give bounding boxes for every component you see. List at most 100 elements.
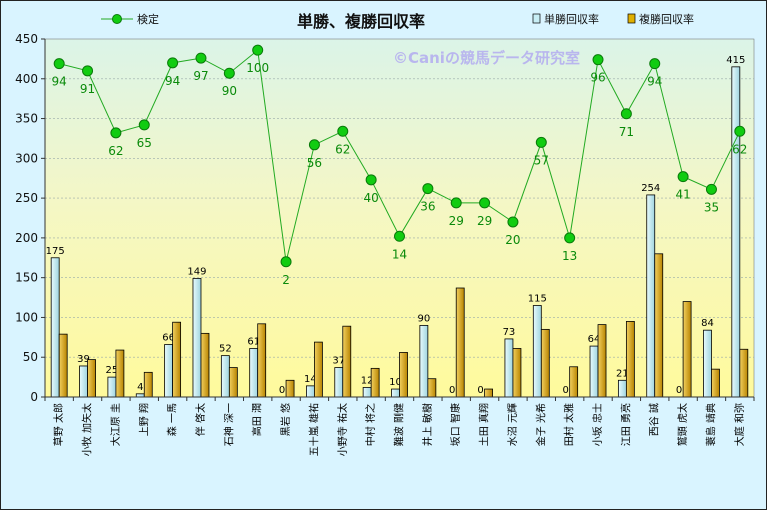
kentei-value-label: 62 (335, 142, 350, 156)
tansho-value-label: 21 (616, 368, 629, 379)
kentei-point (677, 171, 689, 183)
kentei-value-label: 91 (80, 82, 95, 96)
tansho-bar (646, 194, 656, 398)
kentei-value-label: 2 (282, 273, 290, 287)
tansho-value-label: 4 (137, 382, 143, 393)
fukusho-bar (58, 333, 68, 398)
tansho-value-label: 66 (162, 332, 175, 343)
kentei-point (223, 67, 235, 79)
tansho-value-label: 0 (477, 385, 483, 396)
kentei-line: 94 91 62 65 94 97 90 100 2 56 62 40 14 36 29 29 20 57 13 96… (52, 44, 747, 287)
kentei-value-label: 20 (505, 233, 520, 247)
tansho-value-label: 14 (304, 374, 317, 385)
legend-label-kentei: 検定 (137, 12, 159, 26)
tansho-value-label: 115 (528, 294, 547, 305)
kentei-value-label: 36 (420, 200, 435, 214)
kentei-point (167, 57, 179, 69)
kentei-point (138, 119, 150, 131)
kentei-point (564, 232, 576, 244)
y-tick-label: 350 (15, 112, 38, 126)
kentei-value-label: 94 (165, 74, 180, 88)
kentei-value-label: 29 (477, 214, 492, 228)
tansho-bar (164, 344, 174, 398)
y-tick-label: 0 (30, 390, 38, 404)
category-label: 坂口 智康 (449, 403, 462, 446)
tansho-value-label: 61 (247, 336, 260, 347)
fukusho-bar (711, 368, 720, 398)
tansho-value-label: 84 (701, 318, 714, 329)
fukusho-bar (569, 366, 579, 398)
x-axis: 草野 太郎 小牧 加矢太 大江原 圭 上野 翔 森 一馬 伴 啓太 石神 深一 高田 潤 黒岩 … (44, 396, 755, 456)
category-label: 小坂 忠士 (591, 403, 604, 446)
y-tick-label: 450 (15, 32, 38, 46)
kentei-point (649, 58, 661, 70)
legend-swatch-tansho (532, 13, 541, 24)
category-label: 上野 翔 (137, 403, 150, 436)
tansho-bar (589, 345, 599, 398)
category-label: 金子 光希 (534, 403, 547, 446)
category-label: 難波 剛健 (393, 403, 406, 446)
kentei-value-label: 57 (534, 153, 549, 167)
fukusho-bar (342, 325, 352, 398)
legend: 検定 単勝回収率 複勝回収率 (101, 12, 694, 26)
kentei-point (53, 58, 65, 70)
kentei-point (308, 139, 320, 151)
category-label: 土田 真翔 (478, 403, 491, 446)
tansho-value-label: 0 (676, 385, 682, 396)
tansho-bar (107, 376, 117, 398)
y-tick-label: 300 (15, 151, 38, 165)
kentei-value-label: 90 (222, 84, 237, 98)
category-label: 伴 啓太 (194, 403, 207, 436)
kentei-point (82, 65, 94, 77)
tansho-bar (334, 367, 344, 398)
fukusho-bar (172, 321, 182, 398)
tansho-value-label: 37 (332, 356, 345, 367)
kentei-point (479, 197, 491, 209)
category-label: 石神 深一 (222, 403, 235, 446)
kentei-value-label: 65 (137, 136, 152, 150)
tansho-bar (731, 66, 741, 398)
category-label: 鷲頭 虎太 (676, 403, 689, 446)
fukusho-bar (200, 332, 210, 398)
kentei-point (705, 183, 717, 195)
category-label: 草野 太郎 (52, 403, 65, 446)
category-label: 田村 太雅 (563, 403, 576, 446)
kentei-value-label: 94 (647, 75, 662, 89)
kentei-value-label: 94 (52, 75, 67, 89)
fukusho-bar (314, 341, 323, 398)
kentei-point (195, 52, 207, 64)
tansho-value-label: 254 (641, 183, 660, 194)
category-label: 西谷 誠 (648, 403, 661, 436)
fukusho-bar (484, 388, 493, 398)
kentei-value-label: 29 (449, 214, 464, 228)
legend-label-tansho: 単勝回収率 (544, 12, 599, 26)
tansho-bar (703, 329, 712, 398)
tansho-bar (50, 257, 60, 398)
tansho-value-label: 149 (187, 266, 206, 277)
kentei-value-label: 14 (392, 247, 407, 261)
fukusho-bar (228, 367, 238, 398)
tansho-value-label: 73 (503, 327, 516, 338)
tansho-bar (249, 348, 259, 398)
category-label: 大庭 和弥 (733, 403, 746, 446)
kentei-point (280, 256, 292, 268)
tansho-value-label: 0 (562, 385, 568, 396)
category-label: 森 一馬 (166, 403, 179, 436)
y-tick-label: 50 (23, 350, 38, 364)
kentei-point (110, 127, 122, 139)
kentei-point (365, 174, 377, 186)
tansho-bar (419, 324, 429, 398)
kentei-point (620, 108, 632, 120)
category-label: 江田 勇亮 (619, 403, 632, 446)
kentei-value-label: 62 (108, 144, 123, 158)
tansho-value-label: 175 (46, 246, 65, 257)
y-tick-label: 200 (15, 231, 38, 245)
kentei-point (535, 136, 547, 148)
category-label: 黒岩 悠 (279, 403, 292, 436)
tansho-bar (192, 278, 202, 398)
kentei-value-label: 96 (590, 71, 605, 85)
tansho-bar (220, 355, 230, 398)
category-label: 小野寺 祐太 (336, 403, 349, 456)
